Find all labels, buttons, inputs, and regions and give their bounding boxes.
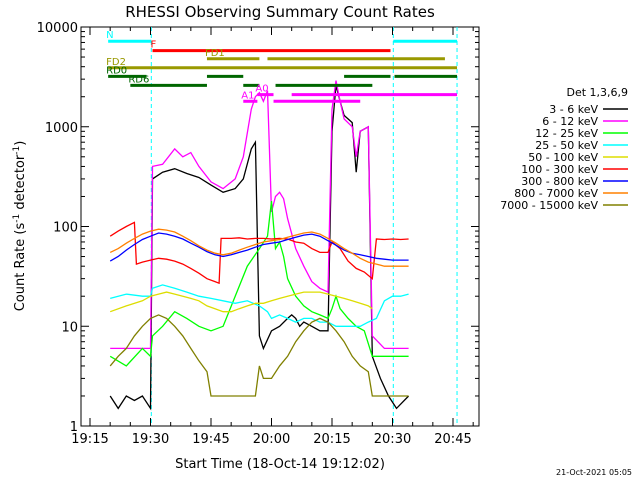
series-line-4 (109, 291, 373, 313)
series-line-6 (109, 232, 409, 262)
legend-label-8: 7000 - 15000 keV (500, 199, 598, 212)
legend-title: Det 1,3,6,9 (566, 86, 628, 99)
legend-label-5: 100 - 300 keV (521, 163, 598, 176)
y-tick-label-2: 100 (53, 221, 78, 236)
series-line-0 (109, 85, 410, 411)
annotation-label-7: A1 (241, 90, 254, 101)
x-tick-label-0: 19:15 (71, 432, 108, 447)
chart-title: RHESSI Observing Summary Count Rates (125, 3, 435, 21)
y-axis-label: Count Rate (s-1 detector-1) (12, 141, 28, 312)
y-tick-label-0: 1 (70, 420, 78, 435)
series-line-7 (109, 228, 409, 267)
legend-label-7: 800 - 7000 keV (514, 187, 598, 200)
x-tick-label-4: 20:15 (313, 432, 350, 447)
y-tick-label-4: 10000 (37, 21, 78, 36)
x-tick-label-2: 19:45 (192, 432, 229, 447)
series-line-8 (109, 314, 409, 397)
legend-label-4: 50 - 100 keV (528, 151, 598, 164)
y-axis-label-mid: detector (13, 154, 28, 214)
y-axis-label-sup-2: -1 (12, 146, 22, 155)
y-axis-ticks: 1 10 100 1000 10000 (37, 21, 479, 435)
x-tick-label-5: 20:30 (374, 432, 411, 447)
y-tick-label-1: 10 (61, 320, 78, 335)
x-axis-label: Start Time (18-Oct-14 19:12:02) (175, 457, 385, 472)
series-line-3 (110, 284, 409, 327)
annotation-label-2: FD1 (205, 48, 225, 59)
legend-label-2: 12 - 25 keV (535, 127, 598, 140)
x-axis-ticks: 19:15 19:30 19:45 20:00 20:15 20:30 20:45 (71, 27, 474, 447)
x-tick-label-1: 19:30 (132, 432, 169, 447)
annotation-label-5: RD6 (128, 74, 149, 85)
legend-label-0: 3 - 6 keV (549, 103, 598, 116)
legend-label-1: 6 - 12 keV (542, 115, 598, 128)
y-tick-label-3: 1000 (45, 121, 78, 136)
legend-label-3: 25 - 50 keV (535, 139, 598, 152)
series-layer (109, 80, 410, 411)
y-axis-label-sup: -1 (12, 214, 22, 223)
annotation-label-6: A0 (255, 84, 268, 95)
series-line-5 (109, 221, 409, 285)
y-axis-label-main: Count Rate (s (13, 223, 28, 312)
series-line-1 (110, 80, 409, 350)
annotation-label-0: N (106, 30, 113, 41)
annotation-label-3: FD2 (106, 57, 126, 68)
annotation-label-4: RD0 (106, 65, 127, 76)
legend-label-6: 300 - 800 keV (521, 175, 598, 188)
x-tick-label-3: 20:00 (253, 432, 290, 447)
annotation-label-1: F (151, 40, 157, 51)
y-axis-label-end: ) (13, 141, 28, 146)
footer-timestamp: 21-Oct-2021 05:05 (556, 468, 632, 477)
x-tick-label-6: 20:45 (434, 432, 471, 447)
